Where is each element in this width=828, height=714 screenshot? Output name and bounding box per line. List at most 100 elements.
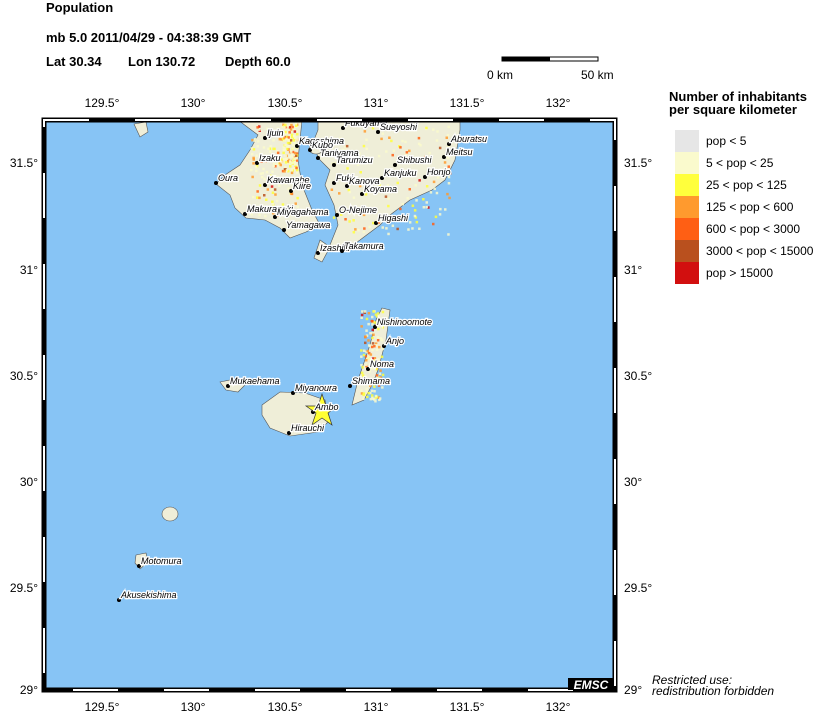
pop-cell: [272, 164, 275, 168]
pop-cell: [372, 333, 375, 336]
pop-cell: [374, 342, 378, 345]
pop-cell: [280, 160, 283, 164]
pop-cell: [361, 310, 364, 313]
pop-cell: [375, 368, 378, 371]
pop-cell: [377, 384, 381, 387]
place-dot: [263, 183, 267, 187]
pop-cell: [270, 185, 274, 188]
place-label: Hirauchi: [291, 423, 325, 433]
place-label: Takamura: [344, 241, 384, 251]
pop-cell: [271, 170, 274, 174]
place-dot: [376, 130, 380, 134]
lon-label-bottom: 129.5°: [85, 700, 120, 714]
place-dot: [308, 148, 312, 152]
pop-cell: [357, 181, 361, 184]
place-dot: [393, 163, 397, 167]
legend-label: 600 < pop < 3000: [706, 222, 800, 236]
pop-cell: [293, 130, 297, 133]
title: Population: [46, 0, 113, 15]
pop-cell: [291, 153, 294, 156]
pop-cell: [271, 200, 274, 203]
place-dot: [447, 142, 451, 146]
pop-cell: [265, 198, 268, 201]
pop-cell: [378, 372, 382, 375]
pop-cell: [373, 359, 376, 362]
pop-cell: [367, 381, 370, 385]
pop-cell: [360, 349, 363, 352]
pop-cell: [374, 313, 378, 316]
place-label: Izaku: [259, 153, 281, 163]
pop-cell: [259, 172, 263, 175]
pop-cell: [257, 140, 260, 143]
pop-cell: [294, 146, 297, 149]
pop-cell: [373, 385, 376, 388]
lon-label-top: 130°: [181, 96, 206, 110]
pop-cell: [289, 160, 292, 163]
pop-cell: [271, 174, 274, 177]
pop-cell: [340, 206, 344, 210]
pop-cell: [284, 130, 287, 134]
lon-label-bottom: 130°: [181, 700, 206, 714]
pop-cell: [380, 126, 383, 129]
scale-end: 50 km: [581, 68, 614, 82]
land: [117, 119, 461, 602]
pop-cell: [381, 386, 384, 389]
place-dot: [226, 384, 230, 388]
scale-bar: 0 km 50 km: [487, 56, 614, 82]
pop-cell: [330, 146, 334, 149]
pop-cell: [288, 126, 292, 129]
place-dot: [291, 391, 295, 395]
pop-cell: [287, 187, 290, 190]
pop-cell: [405, 151, 409, 154]
pop-cell: [279, 163, 282, 167]
pop-cell: [436, 176, 440, 179]
pop-cell: [391, 153, 394, 157]
legend-swatch: [675, 196, 699, 218]
place-dot: [289, 189, 293, 193]
place-label: Tarumizu: [336, 155, 373, 165]
pop-cell: [285, 135, 289, 139]
legend-label: pop < 5: [706, 134, 747, 148]
pop-cell: [253, 204, 257, 207]
pop-cell: [370, 380, 373, 383]
pop-cell: [290, 192, 293, 195]
lon-label-bottom: 132°: [546, 700, 571, 714]
legend-label: pop > 15000: [706, 266, 773, 280]
pop-cell: [258, 213, 261, 217]
notice-2: redistribution forbidden: [652, 684, 774, 698]
pop-cell: [360, 381, 363, 384]
pop-cell: [295, 168, 299, 172]
place-label: Makurazaki: [247, 204, 294, 214]
pop-cell: [267, 147, 270, 151]
pop-cell: [290, 135, 294, 139]
pop-cell: [352, 231, 356, 234]
pop-cell: [427, 206, 430, 209]
pop-cell: [438, 213, 442, 216]
place-label: Shibushi: [397, 155, 433, 165]
pop-cell: [413, 209, 417, 212]
pop-cell: [377, 362, 381, 366]
pop-cell: [276, 127, 280, 130]
pop-cell: [251, 138, 254, 142]
pop-cell: [374, 400, 377, 403]
place-label: Oura: [218, 173, 238, 183]
lat-label-left: 29°: [20, 683, 38, 697]
pop-cell: [370, 389, 374, 393]
pop-cell: [359, 178, 363, 181]
place-dot: [341, 126, 345, 130]
pop-cell: [350, 209, 353, 213]
pop-cell: [296, 196, 299, 200]
pop-cell: [260, 175, 264, 179]
pop-cell: [387, 215, 390, 218]
pop-cell: [360, 371, 364, 375]
pop-cell: [263, 194, 266, 197]
pop-cell: [369, 397, 373, 401]
pop-cell: [359, 171, 362, 174]
pop-cell: [377, 396, 381, 399]
pop-cell: [344, 159, 347, 162]
pop-cell: [294, 136, 297, 139]
pop-cell: [379, 381, 382, 385]
pop-cell: [429, 191, 433, 194]
pop-cell: [404, 153, 408, 156]
pop-cell: [447, 175, 451, 179]
